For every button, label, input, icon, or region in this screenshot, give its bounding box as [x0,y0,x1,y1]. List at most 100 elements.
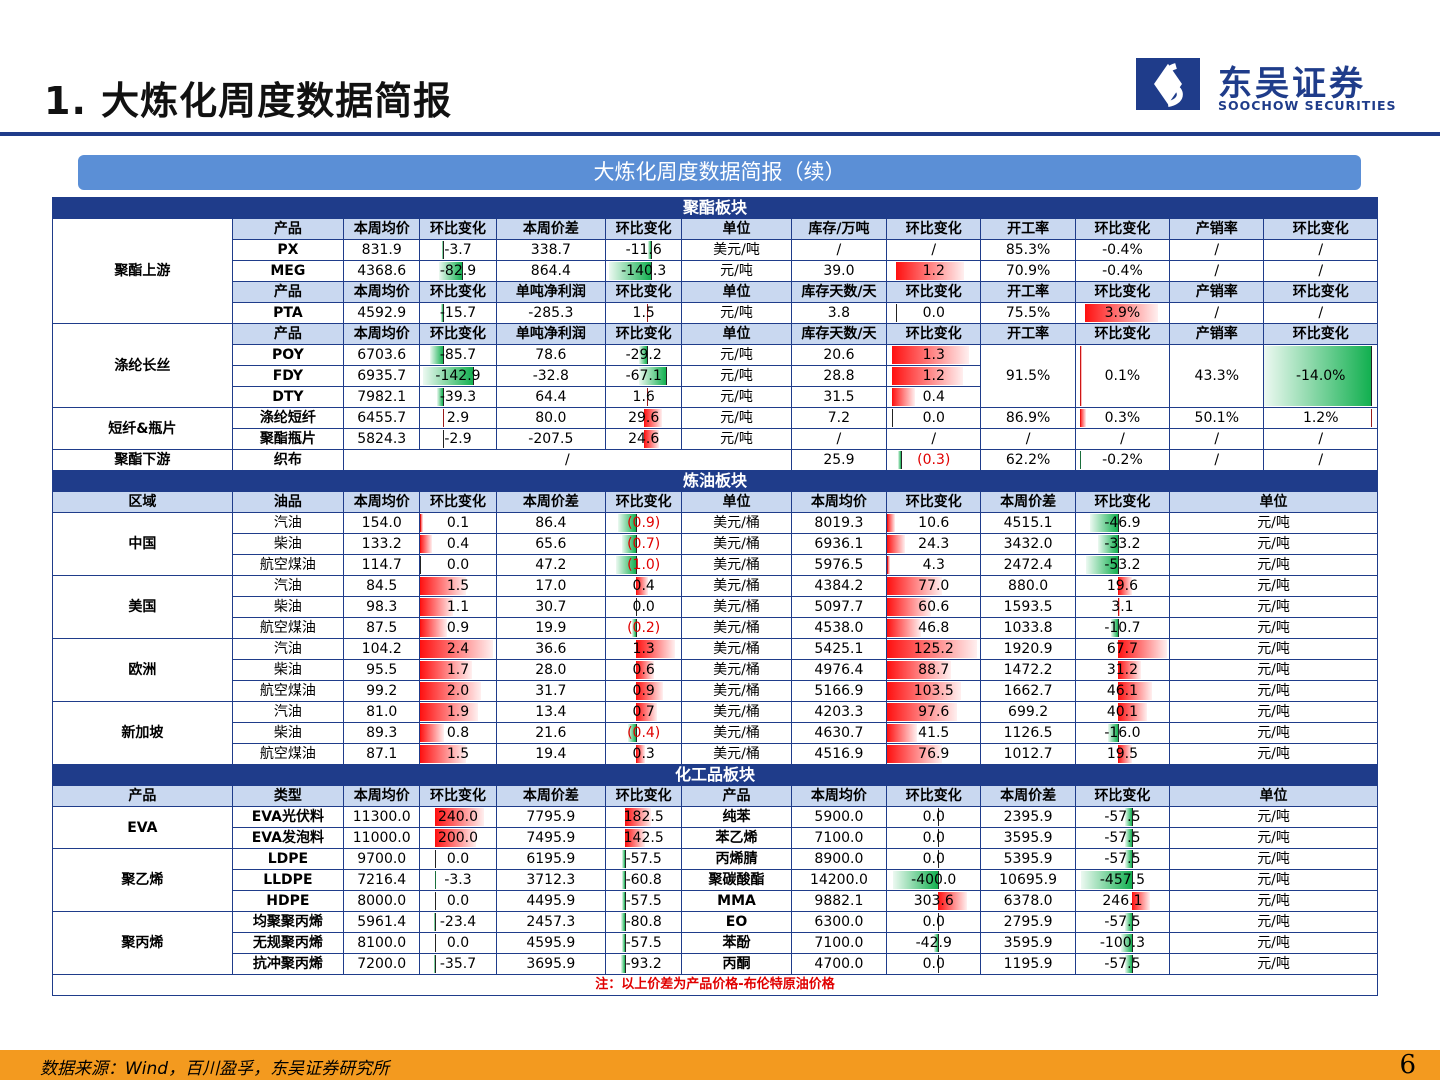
data-bar [1089,514,1118,532]
column-header: 库存天数/天 [790,323,888,345]
table-cell: 织布 [231,449,345,471]
bar-axis [938,808,940,826]
bar-axis [666,367,668,385]
cell-value: -53.2 [1104,557,1141,573]
table-cell: 97.6 [886,701,982,723]
data-bar [616,556,637,574]
data-bar [636,661,655,679]
cell-value: 1.7 [446,662,470,678]
table-cell: (0.2) [605,617,683,639]
bar-axis [435,871,437,889]
cell-value: 1.3 [922,347,945,363]
table-cell: 182.5 [605,806,683,828]
table-cell: 25.9 [790,449,888,471]
table-cell: 2.0 [419,680,497,702]
table-cell: 39.0 [790,260,888,282]
table-cell: 11300.0 [343,806,421,828]
column-header: 产品 [231,323,345,345]
table-cell: 元/吨 [1169,575,1378,597]
cell-value: -2.9 [444,431,472,447]
table-row: 区域 油品 本周均价 环比变化 本周价差 环比变化 单位 本周均价 环比变化 本周价差 环比变化 单位 [52,491,1378,513]
bar-axis [442,241,444,259]
table-cell: 汽油 [231,701,345,723]
table-row: 中国 汽油 154.0 0.1 86.4 (0.9) 美元/桶 8019.3 10.6 4515.… [52,512,1378,576]
data-bar [422,367,474,385]
column-header: 环比变化 [1074,218,1171,240]
bar-axis [420,556,422,574]
bar-axis [624,913,626,931]
cell-value: -57.5 [625,851,662,867]
cell-value: 0.1 [446,515,470,531]
table-cell: -57.5 [605,890,683,912]
cell-value: -67.1 [625,368,662,384]
table-cell: 元/吨 [1169,638,1378,660]
table-cell: MEG [231,260,345,282]
column-header: 本周均价 [790,785,888,807]
table-cell: 5976.5 [790,554,888,576]
table-cell: -3.3 [419,869,497,891]
table-cell: 1033.8 [980,617,1076,639]
table-cell: -39.3 [419,386,497,408]
cell-value: -23.4 [439,914,477,930]
column-header: 类型 [231,785,345,807]
table-cell: / [886,428,982,450]
data-bar [420,640,493,658]
cell-value: -57.5 [1104,914,1141,930]
cell-value: 303.6 [913,893,954,909]
column-header: 单位 [1169,785,1378,807]
table-cell: 46.1 [1074,680,1171,702]
cell-value: 0.0 [922,809,945,825]
table-cell: 6703.6 [343,344,421,366]
bar-axis [1117,619,1119,637]
table-cell: 3432.0 [980,533,1076,555]
data-bar [622,934,625,952]
column-header: 产品 [231,281,345,303]
table-cell: 抗冲聚丙烯 [231,953,345,975]
cell-value: 40.1 [1106,704,1139,720]
table-cell: 46.8 [886,617,982,639]
table-cell: 8000.0 [343,890,421,912]
column-header: 区域 [52,491,233,513]
table-cell: 聚酯瓶片 [231,428,345,450]
table-cell: -400.0 [886,869,982,891]
data-bar [896,262,964,280]
table-cell: 无规聚丙烯 [231,932,345,954]
cell-value: -33.2 [1104,536,1141,552]
table-cell: 航空煤油 [231,680,345,702]
table-cell: 3595.9 [980,827,1076,849]
cell-value: 1.5 [446,578,470,594]
table-cell: PTA [231,302,345,324]
data-bar [430,346,443,364]
table-cell: 20.6 [790,344,888,366]
bar-axis [624,955,626,973]
data-bar [622,871,625,889]
bar-axis [636,619,638,637]
cell-value: (0.2) [627,620,661,636]
data-bar [933,934,939,952]
table-row: 产品 类型 本周均价 环比变化 本周价差 环比变化 产品 本周均价 环比变化 本周价差 环比变化 单位 [52,785,1378,807]
column-header: 环比变化 [419,218,497,240]
cell-value: 29.6 [628,410,660,426]
bar-axis [473,367,475,385]
column-header: 本周价差 [980,491,1076,513]
table-cell: 77.0 [886,575,982,597]
column-header: 环比变化 [605,323,683,345]
table-cell: -57.5 [1074,848,1171,870]
table-cell: 5961.4 [343,911,421,933]
table-cell: 美元/桶 [681,743,792,765]
table-cell: 4592.9 [343,302,421,324]
cell-value: -11.6 [625,242,662,258]
data-bar [636,703,658,721]
table-cell: 元/吨 [681,386,792,408]
logo-text-en: SOOCHOW SECURITIES [1218,98,1397,113]
bar-axis [624,871,626,889]
table-cell: 1472.2 [980,659,1076,681]
table-cell: 0.9 [419,617,497,639]
bar-axis [435,892,437,910]
table-cell: -0.4% [1074,239,1171,261]
table-note: 注：以上价差为产品价格-布伦特原油价格 [52,974,1378,996]
column-header: 油品 [231,491,345,513]
table-cell: 6195.9 [495,848,607,870]
cell-value: 0.0 [922,956,945,972]
table-cell: 125.2 [886,638,982,660]
